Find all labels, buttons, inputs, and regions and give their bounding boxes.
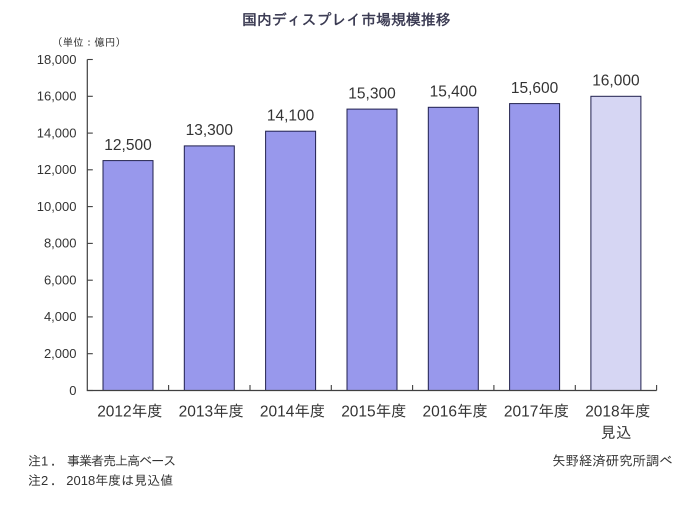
svg-text:2,000: 2,000 <box>44 346 77 361</box>
svg-text:12,500: 12,500 <box>104 137 152 154</box>
svg-text:2013: 2013 <box>179 404 213 421</box>
svg-text:13,300: 13,300 <box>186 122 234 139</box>
svg-text:8,000: 8,000 <box>44 236 77 251</box>
svg-text:2014: 2014 <box>260 404 295 421</box>
svg-text:18,000: 18,000 <box>37 52 77 67</box>
svg-text:2017: 2017 <box>504 404 538 421</box>
svg-text:0: 0 <box>69 383 76 398</box>
svg-text:6,000: 6,000 <box>44 273 77 288</box>
svg-text:2018: 2018 <box>585 404 619 421</box>
svg-text:1: 1 <box>41 454 48 469</box>
svg-text:14,100: 14,100 <box>267 107 315 124</box>
svg-text:2016: 2016 <box>423 404 457 421</box>
svg-text:16,000: 16,000 <box>592 73 640 90</box>
svg-text:4,000: 4,000 <box>44 309 77 324</box>
svg-text:2: 2 <box>41 473 48 488</box>
svg-text:10,000: 10,000 <box>37 199 77 214</box>
svg-text:16,000: 16,000 <box>37 89 77 104</box>
svg-text:15,300: 15,300 <box>348 85 396 102</box>
svg-text:2018: 2018 <box>66 473 95 488</box>
svg-text:2012: 2012 <box>97 404 131 421</box>
svg-text:15,400: 15,400 <box>430 84 478 101</box>
svg-text:12,000: 12,000 <box>37 162 77 177</box>
svg-text:2015: 2015 <box>341 404 375 421</box>
svg-text:15,600: 15,600 <box>511 80 559 97</box>
svg-text:14,000: 14,000 <box>37 125 77 140</box>
